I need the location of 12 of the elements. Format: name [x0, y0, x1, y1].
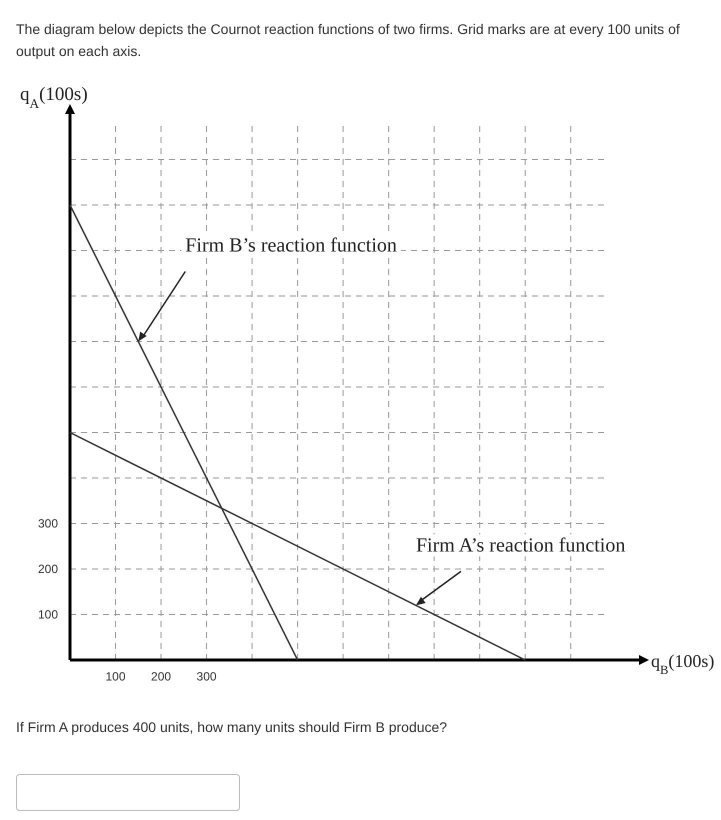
y-tick-label: 300 — [38, 516, 58, 530]
annotation: Firm A’s reaction function — [416, 534, 626, 556]
chart-title: The diagram below depicts the Cournot reaction functions of two firms. Grid marks are at every 100 units of output on each axis. — [16, 20, 681, 61]
x-axis-title: q$_{B}$(100s) — [651, 651, 714, 677]
y-tick-label: 200 — [38, 562, 58, 576]
x-tick-label: 200 — [151, 670, 172, 684]
x-tick-label: 300 — [196, 670, 217, 684]
text: If Firm A produces 400 units, how many units should Firm B produce? — [16, 719, 448, 735]
annotation: Firm B’s reaction function — [185, 234, 397, 256]
x-tick-label: 100 — [106, 670, 126, 684]
y-axis-title: q$_{A}$(100s) — [20, 84, 88, 110]
y-tick-label: 100 — [38, 607, 58, 622]
